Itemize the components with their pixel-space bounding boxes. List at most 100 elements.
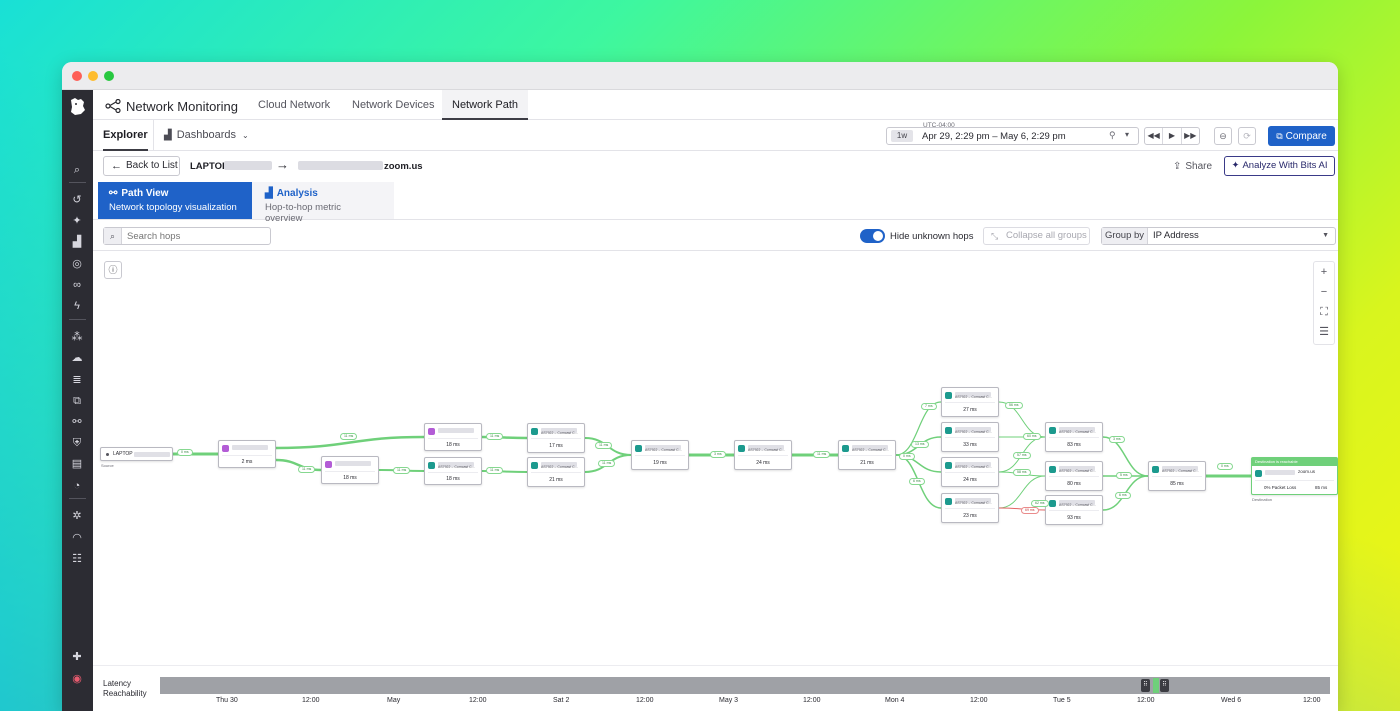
- digital-experience-icon[interactable]: ▤: [71, 458, 83, 470]
- minimize-window-button[interactable]: [88, 71, 98, 81]
- hop-node[interactable]: 2 ms: [218, 440, 276, 468]
- tab-explorer[interactable]: Explorer: [103, 120, 148, 151]
- hop-latency: 85 ms: [1170, 481, 1184, 487]
- source-node[interactable]: LAPTOP: [100, 447, 173, 461]
- integrations-icon[interactable]: ✚: [72, 651, 82, 663]
- watchdog-icon[interactable]: ∞: [73, 279, 81, 291]
- hop-node[interactable]: 18 ms: [424, 423, 482, 451]
- hop-node[interactable]: AS7922 – Comcast C... 85 ms: [1148, 461, 1206, 491]
- settings-sliders-icon[interactable]: ☰: [1319, 326, 1329, 338]
- timeline-tick: 12:00: [970, 697, 988, 704]
- dashboards-icon[interactable]: ▟: [72, 236, 82, 248]
- share-button[interactable]: ⇪ Share: [1173, 161, 1212, 172]
- fast-forward-icon[interactable]: ▶▶: [1184, 131, 1197, 140]
- synthetics-icon[interactable]: ◔: [73, 480, 81, 492]
- hide-unknown-hops-toggle[interactable]: [860, 229, 885, 243]
- timeline-bar[interactable]: ⠿ ⠿: [160, 677, 1330, 694]
- monitors-icon[interactable]: ◎: [72, 258, 82, 270]
- sidebar-divider: [69, 182, 86, 183]
- infrastructure-icon[interactable]: ☁: [71, 352, 83, 364]
- recent-icon[interactable]: ↺: [72, 194, 82, 206]
- time-range-picker[interactable]: 1w Apr 29, 2:29 pm – May 6, 2:29 pm ⚲ ▾: [886, 127, 1139, 145]
- zoom-in-icon[interactable]: +: [1320, 266, 1328, 278]
- refresh-icon[interactable]: ⟳: [1238, 127, 1256, 145]
- rewind-icon[interactable]: ◀◀: [1145, 128, 1164, 144]
- user-avatar-icon[interactable]: ◉: [72, 673, 82, 685]
- tab-path-view[interactable]: ⚯ Path View Network topology visualizatio…: [98, 182, 252, 219]
- hop-node[interactable]: AS7922 – Comcast C... 33 ms: [941, 422, 999, 452]
- incidents-icon[interactable]: ϟ: [74, 300, 80, 312]
- hop-node[interactable]: AS7922 – Comcast C... 23 ms: [941, 493, 999, 523]
- hop-node[interactable]: AS7922 – Comcast C... 24 ms: [941, 457, 999, 487]
- redacted-ip: [541, 428, 577, 433]
- redacted-ip: [852, 445, 888, 450]
- timeline-selection[interactable]: [1153, 678, 1159, 693]
- back-to-list-button[interactable]: ← Back to List: [103, 156, 180, 176]
- hop-node[interactable]: AS7922 – Comcast C... 21 ms: [838, 440, 896, 470]
- compare-icon: ⧉: [1276, 131, 1283, 141]
- hop-node[interactable]: AS7922 – Comcast C... 83 ms: [1045, 422, 1103, 452]
- search-icon[interactable]: ⌕: [73, 164, 81, 176]
- hop-node[interactable]: AS7922 – Comcast C... 27 ms: [941, 387, 999, 417]
- bug-icon[interactable]: ✲: [72, 510, 82, 522]
- hop-node[interactable]: AS7922 – Comcast C... 24 ms: [734, 440, 792, 470]
- hop-node[interactable]: AS7922 – Comcast C... 19 ms: [631, 440, 689, 470]
- search-input[interactable]: [122, 230, 262, 242]
- fit-view-icon[interactable]: ⛶: [1320, 306, 1328, 318]
- zoom-out-icon[interactable]: −: [1320, 286, 1328, 298]
- public-hop-icon: [842, 445, 849, 452]
- collapse-all-groups-button[interactable]: ⤡ Collapse all groups: [983, 227, 1090, 245]
- hop-latency: 21 ms: [549, 477, 563, 483]
- tab-network-path[interactable]: Network Path: [442, 90, 529, 120]
- timeline-tick: May: [387, 697, 401, 704]
- hop-node[interactable]: AS7922 – Comcast C... 18 ms: [424, 457, 482, 485]
- bits-ai-icon[interactable]: ✦: [72, 215, 82, 227]
- redacted-ip: [438, 428, 474, 433]
- datadog-logo-icon[interactable]: [67, 96, 88, 117]
- play-icon[interactable]: ▶: [1163, 128, 1182, 144]
- hop-asn: AS7922 – Comcast C...: [955, 465, 992, 469]
- time-range-pill[interactable]: 1w: [891, 130, 913, 142]
- logs-icon[interactable]: ≣: [72, 374, 82, 386]
- timeline-handle-left[interactable]: ⠿: [1141, 679, 1150, 692]
- pin-icon[interactable]: ⚲: [1109, 130, 1116, 140]
- destination-node[interactable]: Destination is reachable zoom.us 0% Pack…: [1251, 457, 1338, 495]
- timezone-label: UTC-04:00: [923, 122, 955, 129]
- network-icon[interactable]: ⚯: [72, 416, 82, 428]
- compare-button[interactable]: ⧉ Compare: [1268, 126, 1335, 146]
- info-icon[interactable]: ⓘ: [104, 261, 122, 279]
- tab-network-devices[interactable]: Network Devices: [352, 99, 435, 111]
- hop-latency: 27 ms: [963, 407, 977, 413]
- node-divider: [1049, 437, 1099, 438]
- topology-canvas[interactable]: ⓘ + − ⛶ ☰ LAPTOP Source 2 ms: [93, 251, 1338, 665]
- zoom-out-time-button[interactable]: ⊖: [1214, 127, 1232, 145]
- timeline-handle-right[interactable]: ⠿: [1160, 679, 1169, 692]
- hop-node[interactable]: 18 ms: [321, 456, 379, 484]
- service-mgmt-icon[interactable]: ⁂: [71, 331, 83, 343]
- ci-visibility-icon[interactable]: ☷: [72, 553, 82, 565]
- hop-node[interactable]: AS7922 – Comcast C... 21 ms: [527, 457, 585, 487]
- public-hop-icon: [531, 428, 538, 435]
- tab-cloud-network[interactable]: Cloud Network: [258, 99, 331, 111]
- hop-node[interactable]: AS7922 – Comcast C... 80 ms: [1045, 461, 1103, 491]
- public-hop-icon: [635, 445, 642, 452]
- edge-latency-label: 0 ms: [899, 453, 915, 460]
- zoom-window-button[interactable]: [104, 71, 114, 81]
- hop-asn: AS7922 – Comcast C...: [541, 431, 578, 435]
- hop-latency: 21 ms: [860, 460, 874, 466]
- app-title[interactable]: Network Monitoring: [105, 96, 238, 116]
- tab-analysis[interactable]: ▟ Analysis Hop-to-hop metric overview: [252, 182, 394, 224]
- public-hop-icon: [945, 462, 952, 469]
- security-icon[interactable]: ⛨: [72, 437, 82, 449]
- speed-icon[interactable]: ◠: [72, 532, 82, 544]
- group-by-select[interactable]: Group by IP Address ▼: [1101, 227, 1336, 245]
- chevron-down-icon[interactable]: ▾: [1125, 130, 1130, 139]
- dashboards-dropdown[interactable]: ▟ Dashboards ⌄: [164, 120, 249, 151]
- back-label: Back to List: [126, 160, 178, 171]
- search-icon: ⌕: [104, 228, 122, 244]
- apm-icon[interactable]: ⧉: [73, 395, 81, 407]
- hop-node[interactable]: AS7922 – Comcast C... 93 ms: [1045, 495, 1103, 525]
- analyze-with-bits-ai-button[interactable]: ✦ Analyze With Bits AI: [1224, 156, 1335, 176]
- hop-node[interactable]: AS7922 – Comcast C... 17 ms: [527, 423, 585, 453]
- close-window-button[interactable]: [72, 71, 82, 81]
